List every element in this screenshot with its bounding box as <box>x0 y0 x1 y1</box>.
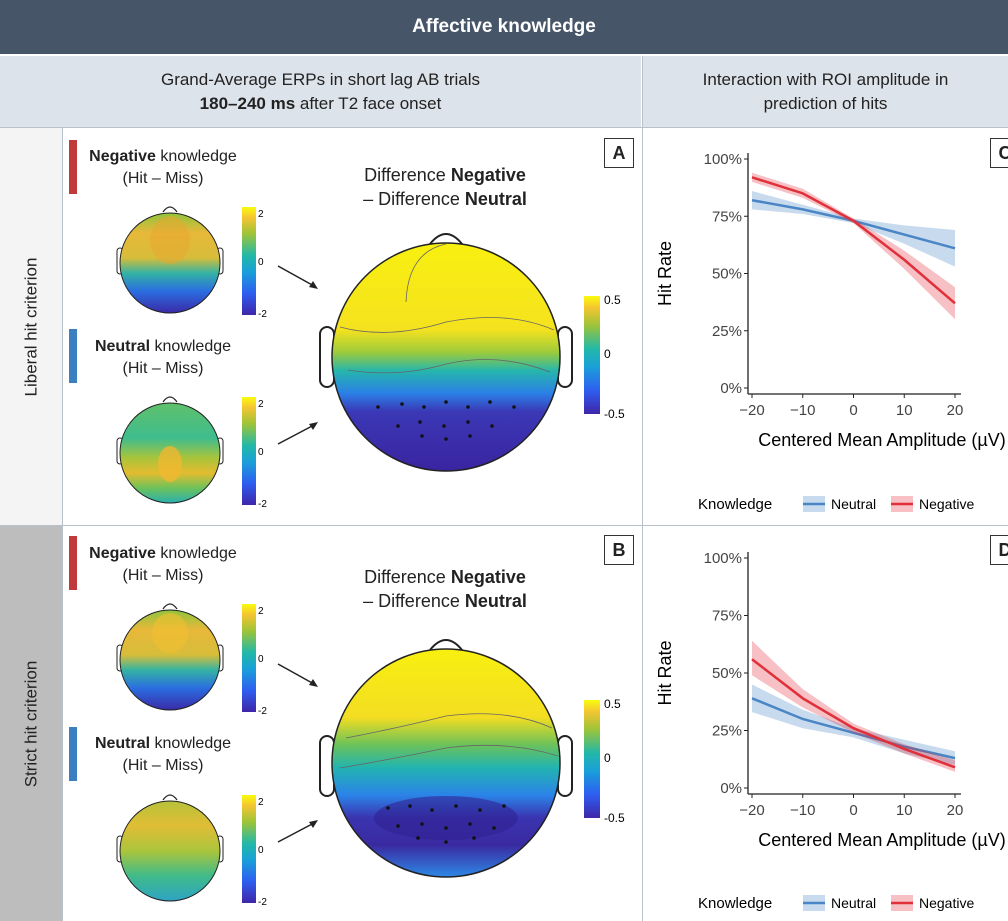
legend-label-negative: Negative <box>919 895 974 911</box>
svg-text:2: 2 <box>258 606 264 617</box>
x-tick-label: 10 <box>896 402 913 419</box>
neutral-marker-bar <box>69 727 77 781</box>
x-tick-label: 10 <box>896 802 913 819</box>
legend-title: Knowledge <box>698 895 772 912</box>
svg-text:-0.5: -0.5 <box>604 407 625 421</box>
series-line-neutral <box>751 697 956 760</box>
confidence-band-neutral <box>752 684 955 765</box>
left-subheader-line1: Grand-Average ERPs in short lag AB trial… <box>160 69 481 89</box>
svg-text:0: 0 <box>258 447 264 458</box>
topo-negative-strict <box>116 603 224 711</box>
banner-title: Affective knowledge <box>0 0 1008 54</box>
right-subheader: Interaction with ROI amplitude in predic… <box>643 56 1008 127</box>
left-subheader-bold: 180–240 ms <box>199 93 296 113</box>
svg-text:-0.5: -0.5 <box>604 811 625 825</box>
topo-difference-strict <box>319 639 573 878</box>
diff-title: Difference Negative – Difference Neutral <box>363 567 527 611</box>
x-tick-label: 20 <box>947 802 964 819</box>
y-axis-label: Hit Rate <box>655 241 675 306</box>
topo-label-neutral: Neutral knowledge (Hit – Miss) <box>94 735 232 774</box>
y-tick-label: 50% <box>712 665 742 682</box>
colorbar-small: 2 0 -2 <box>242 207 267 317</box>
divider <box>0 525 1008 526</box>
negative-marker-bar <box>69 140 77 194</box>
topo-negative-liberal <box>116 206 224 314</box>
colorbar-small: 2 0 -2 <box>242 604 267 714</box>
y-tick-label: 25% <box>712 723 742 740</box>
y-tick-label: 50% <box>712 266 742 283</box>
x-tick-label: −10 <box>790 802 815 819</box>
x-tick-label: −20 <box>739 402 764 419</box>
y-tick-label: 75% <box>712 608 742 625</box>
svg-text:2: 2 <box>258 209 264 220</box>
y-tick-label: 0% <box>720 380 742 397</box>
svg-text:0: 0 <box>258 845 264 856</box>
svg-text:-2: -2 <box>258 499 267 507</box>
panel-label-a: A <box>604 138 634 168</box>
svg-text:0: 0 <box>604 751 611 765</box>
svg-text:0.5: 0.5 <box>604 697 621 711</box>
row-label-strict: Strict hit criterion <box>0 526 62 921</box>
x-tick-label: −10 <box>790 402 815 419</box>
svg-text:2: 2 <box>258 399 264 410</box>
arrows <box>277 663 318 843</box>
legend-label-negative: Negative <box>919 496 974 512</box>
confidence-band-negative <box>752 172 955 320</box>
right-subheader-line2: prediction of hits <box>763 93 888 113</box>
panel-label-b: B <box>604 535 634 565</box>
svg-text:0: 0 <box>604 347 611 361</box>
confidence-band-neutral <box>752 191 955 267</box>
y-tick-label: 75% <box>712 208 742 225</box>
legend-label-neutral: Neutral <box>831 496 876 512</box>
arrows <box>277 265 318 445</box>
y-tick-label: 100% <box>704 151 742 168</box>
panel-label-d: D <box>990 535 1008 565</box>
colorbar-small: 2 0 -2 <box>242 397 267 507</box>
y-axis-label: Hit Rate <box>655 640 675 705</box>
divider <box>62 127 63 921</box>
svg-text:2: 2 <box>258 797 264 808</box>
legend-label-neutral: Neutral <box>831 895 876 911</box>
series-line-negative <box>751 658 956 769</box>
row-label-liberal: Liberal hit criterion <box>0 128 62 525</box>
negative-marker-bar <box>69 536 77 590</box>
x-tick-label: 0 <box>849 802 857 819</box>
colorbar-big: 0.5 0 -0.5 <box>584 293 625 421</box>
x-tick-label: −20 <box>739 802 764 819</box>
legend-title: Knowledge <box>698 496 772 513</box>
x-tick-label: 0 <box>849 402 857 419</box>
topo-neutral-strict <box>116 794 224 902</box>
series-line-negative <box>751 176 956 305</box>
panel-label-c: C <box>990 138 1008 168</box>
svg-text:0: 0 <box>258 257 264 268</box>
topo-neutral-liberal <box>116 396 224 504</box>
left-subheader-rest: after T2 face onset <box>295 93 442 113</box>
topo-difference-liberal <box>319 233 573 472</box>
svg-text:-2: -2 <box>258 309 267 317</box>
svg-text:-2: -2 <box>258 706 267 714</box>
colorbar-big: 0.5 0 -0.5 <box>584 697 625 825</box>
line-chart-d: 0% 25% 50% 75% 100% −20 −10 0 10 20 Hit Rate Center… <box>655 550 1006 912</box>
x-axis-label: Centered Mean Amplitude (µV) <box>758 830 1006 850</box>
topo-label-negative: Negative knowledge (Hit – Miss) <box>89 545 237 584</box>
line-chart-c: 0% 25% 50% 75% 100% −20 −10 0 10 20 Hit Rate Center… <box>655 151 1006 513</box>
right-subheader-line1: Interaction with ROI amplitude in <box>702 69 949 89</box>
x-tick-label: 20 <box>947 402 964 419</box>
colorbar-small: 2 0 -2 <box>242 795 267 905</box>
left-subheader: Grand-Average ERPs in short lag AB trial… <box>0 56 641 127</box>
y-tick-label: 0% <box>720 780 742 797</box>
svg-text:0: 0 <box>258 654 264 665</box>
diff-title: Difference Negative – Difference Neutral <box>363 165 527 209</box>
divider <box>0 127 1008 128</box>
y-tick-label: 100% <box>704 550 742 567</box>
topo-label-negative: Negative knowledge (Hit – Miss) <box>89 148 237 187</box>
neutral-marker-bar <box>69 329 77 383</box>
x-axis-label: Centered Mean Amplitude (µV) <box>758 430 1006 450</box>
svg-text:-2: -2 <box>258 897 267 905</box>
svg-text:0.5: 0.5 <box>604 293 621 307</box>
divider <box>642 56 643 921</box>
y-tick-label: 25% <box>712 323 742 340</box>
topo-label-neutral: Neutral knowledge (Hit – Miss) <box>94 338 232 377</box>
